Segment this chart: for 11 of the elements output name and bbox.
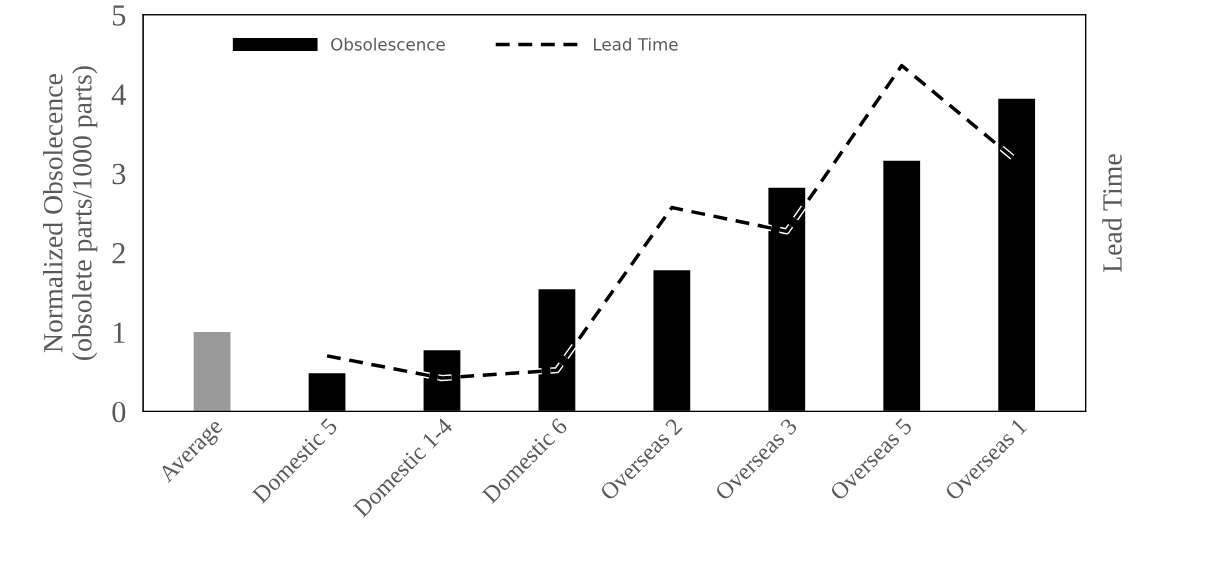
y-tick-label: 1 (113, 322, 125, 343)
y-axis-title: Normalized Obsolecence (obsolete parts/1000 parts) (43, 66, 98, 360)
legend-label: Lead Time (594, 37, 678, 51)
y-tick-label: 5 (112, 5, 126, 26)
y-tick-label: 0 (112, 401, 126, 423)
legend-label: Obsolescence (331, 37, 445, 51)
y-tick-label: 2 (112, 243, 125, 264)
bar (193, 332, 231, 412)
y-tick-label: 3 (112, 163, 126, 185)
y-tick-label: 4 (111, 84, 126, 105)
y2-axis-title: Lead Time (1102, 154, 1122, 273)
